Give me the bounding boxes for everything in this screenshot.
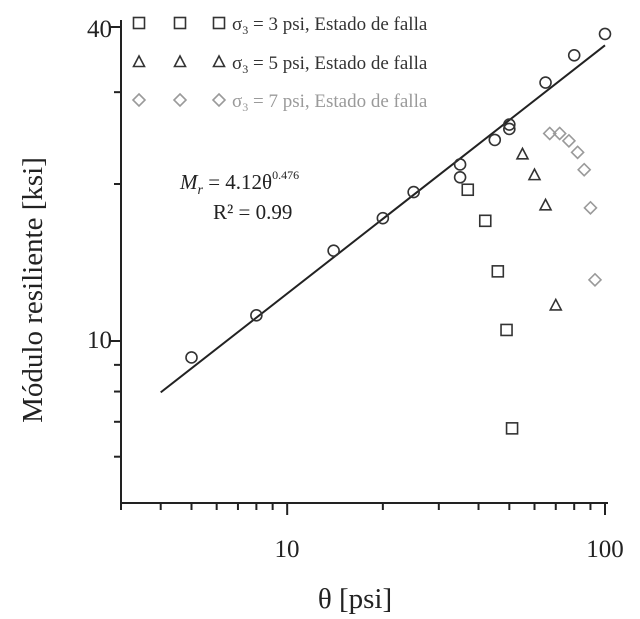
data-point-circle	[488, 133, 502, 147]
data-point-triangle	[538, 197, 553, 211]
x-axis-label: θ [psi]	[318, 583, 392, 615]
legend-sigma: σ	[232, 53, 242, 74]
legend-sub: 3	[242, 62, 248, 76]
equation-exponent: 0.476	[272, 168, 299, 182]
equation-lhs: M	[179, 170, 199, 194]
data-point-diamond	[583, 200, 598, 215]
x-tick-label-10: 10	[275, 536, 300, 563]
data-point-square	[491, 265, 505, 278]
y-tick-label-10: 10	[87, 327, 112, 354]
data-point-square	[478, 214, 492, 228]
data-point-circle	[376, 211, 390, 225]
legend-marker-square	[212, 16, 226, 30]
y-tick-label-40: 40	[87, 16, 112, 43]
legend-marker-square	[173, 16, 187, 30]
data-points	[185, 27, 612, 435]
data-point-circle	[598, 27, 612, 41]
x-tick-label-100: 100	[586, 536, 624, 563]
data-point-diamond	[552, 126, 567, 141]
r-squared: R² = 0.99	[213, 200, 292, 224]
legend-sub: 3	[242, 23, 248, 37]
equation-mid: = 4.12θ	[203, 170, 272, 194]
legend-label: σ3 = 3 psi, Estado de falla	[232, 14, 428, 37]
data-point-square	[461, 183, 475, 197]
data-point-triangle	[548, 297, 563, 311]
data-point-diamond	[570, 145, 585, 160]
legend-marker-triangle	[212, 54, 226, 68]
data-point-triangle	[527, 167, 542, 181]
tick-marks	[109, 26, 606, 515]
legend-sigma: σ	[232, 91, 242, 112]
data-point-diamond	[577, 162, 592, 177]
legend-label: σ3 = 7 psi, Estado de falla	[232, 91, 428, 114]
legend-marker-square	[132, 16, 146, 30]
data-point-diamond	[561, 133, 577, 148]
regression-equation: Mr = 4.12θ0.476	[179, 168, 299, 198]
legend-label: σ3 = 5 psi, Estado de falla	[232, 53, 428, 76]
legend-marker-diamond	[131, 92, 147, 108]
legend-text: = 5 psi, Estado de falla	[248, 53, 428, 74]
equation-lhs-sub: r	[198, 183, 204, 198]
legend-marker-triangle	[173, 54, 187, 68]
data-point-circle	[453, 158, 467, 171]
data-point-triangle	[515, 146, 530, 160]
legend-marker-triangle	[132, 54, 146, 68]
data-point-circle	[503, 118, 516, 131]
data-point-circle	[567, 49, 581, 62]
data-point-circle	[250, 309, 263, 322]
data-point-square	[505, 422, 519, 435]
legend-text: = 3 psi, Estado de falla	[248, 14, 428, 35]
data-point-diamond	[587, 272, 603, 287]
data-point-square	[500, 323, 513, 337]
y-axis-label: Módulo resiliente [ksi]	[17, 157, 49, 423]
data-point-diamond	[542, 126, 557, 141]
data-point-circle	[453, 171, 467, 184]
data-point-circle	[503, 122, 516, 136]
regression-line	[160, 44, 606, 394]
data-point-circle	[185, 351, 198, 364]
data-point-circle	[407, 185, 420, 199]
legend-sigma: σ	[232, 14, 242, 35]
data-point-circle	[539, 76, 552, 89]
legend-text: = 7 psi, Estado de falla	[248, 91, 428, 112]
legend-marker-diamond	[211, 92, 227, 108]
legend-sub: 3	[242, 100, 248, 114]
legend-marker-diamond	[172, 92, 188, 108]
data-point-circle	[327, 244, 340, 257]
